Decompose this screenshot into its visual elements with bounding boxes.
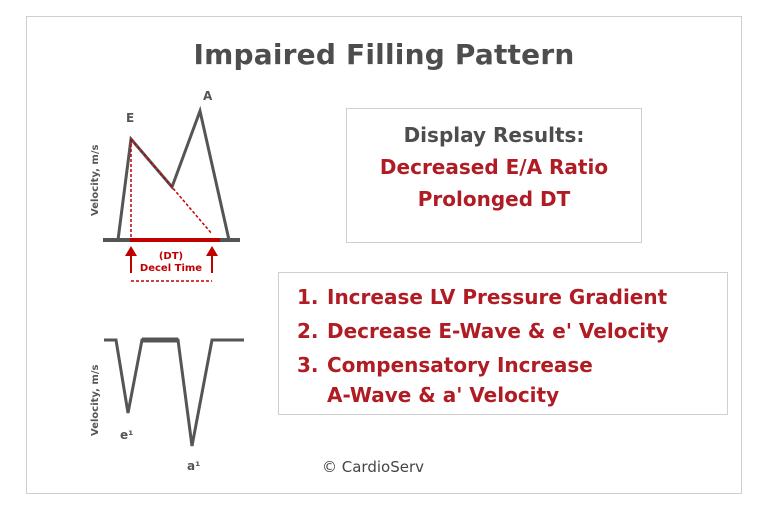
list-item-1-text: Increase LV Pressure Gradient (327, 285, 668, 309)
dt-abbrev: (DT) (158, 251, 184, 262)
mechanisms-box: 1. Increase LV Pressure Gradient 2. Decrea… (278, 272, 728, 415)
list-item-3-text: Compensatory Increase (327, 353, 593, 377)
bottom-y-axis-label: Velocity, m/s (90, 364, 101, 436)
list-item-2-text: Decrease E-Wave & e' Velocity (327, 319, 669, 343)
results-line-2: Prolonged DT (417, 187, 571, 211)
list-item-1: 1. Increase LV Pressure Gradient (297, 285, 667, 309)
list-item-3-number: 3. (297, 353, 319, 377)
list-item-3-continuation: A-Wave & a' Velocity (327, 383, 560, 407)
mitral-inflow-waveform (116, 105, 231, 241)
decel-slope-line (130, 138, 213, 235)
dt-label: (DT) Decel Time (138, 251, 204, 275)
copyright: © CardioServ (322, 458, 424, 476)
dt-text: Decel Time (139, 263, 203, 274)
dt-start-arrowhead (125, 246, 137, 256)
list-item-2: 2. Decrease E-Wave & e' Velocity (297, 319, 669, 343)
results-line-1: Decreased E/A Ratio (379, 155, 609, 179)
bottom-peak-a-label: a¹ (187, 459, 201, 473)
top-y-axis-label: Velocity, m/s (90, 144, 101, 216)
results-heading: Display Results: (403, 123, 585, 147)
bottom-peak-e-label: e¹ (120, 428, 134, 442)
list-item-3: 3. Compensatory Increase (297, 353, 593, 377)
list-item-2-number: 2. (297, 319, 319, 343)
page-title: Impaired Filling Pattern (193, 38, 575, 71)
results-box: Display Results: Decreased E/A Ratio Pro… (346, 108, 642, 243)
top-peak-e-label: E (126, 111, 135, 125)
list-item-1-number: 1. (297, 285, 319, 309)
dt-end-arrowhead (206, 246, 218, 256)
top-peak-a-label: A (203, 89, 213, 103)
